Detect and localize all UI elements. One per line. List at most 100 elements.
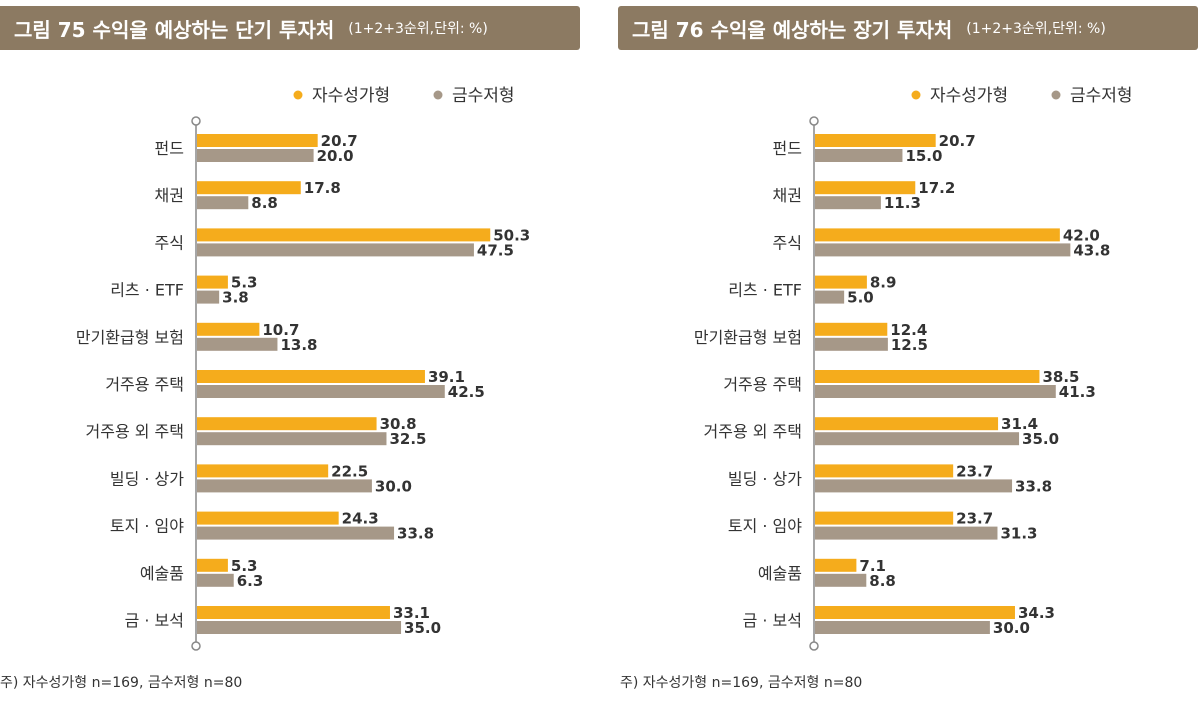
axis-end-cap: [809, 116, 819, 126]
data-label: 39.1: [428, 368, 465, 386]
data-label: 12.4: [890, 321, 927, 339]
bar: [815, 337, 888, 351]
category-label: 거주용 주택: [723, 375, 802, 394]
data-label: 20.7: [939, 132, 976, 150]
data-label: 24.3: [342, 510, 379, 528]
bar: [815, 606, 1015, 619]
data-label: 42.5: [448, 383, 485, 401]
bar: [197, 432, 387, 446]
bar: [815, 621, 990, 634]
bar: [197, 275, 228, 289]
data-label: 10.7: [262, 321, 299, 339]
data-label: 5.3: [231, 557, 258, 575]
category-label: 거주용 주택: [105, 375, 184, 394]
data-label: 33.8: [1015, 477, 1052, 495]
data-label: 42.0: [1063, 226, 1100, 244]
category-label: 리츠 · ETF: [728, 281, 802, 300]
category-label: 채권: [155, 186, 184, 205]
bar: [815, 526, 998, 540]
category-label: 리츠 · ETF: [110, 281, 184, 300]
data-label: 20.7: [321, 132, 358, 150]
legend-label: 금수저형: [452, 86, 515, 106]
bar: [197, 479, 372, 493]
bar: [197, 606, 390, 619]
category-label: 빌딩 · 상가: [110, 469, 184, 488]
legend-label: 금수저형: [1070, 86, 1133, 106]
category-label: 펀드: [773, 139, 802, 158]
data-label: 38.5: [1042, 368, 1079, 386]
category-label: 만기환급형 보험: [76, 328, 184, 347]
data-label: 5.3: [231, 274, 258, 292]
bar: [815, 228, 1060, 242]
category-label: 만기환급형 보험: [694, 328, 802, 347]
bar: [197, 573, 234, 587]
bar: [197, 181, 301, 195]
data-label: 13.8: [280, 336, 317, 354]
axis-end-cap: [191, 641, 201, 651]
data-label: 17.8: [304, 179, 341, 197]
legend-marker: [293, 90, 303, 100]
category-label: 빌딩 · 상가: [728, 469, 802, 488]
bar: [197, 526, 395, 540]
data-label: 11.3: [884, 194, 921, 212]
bar: [815, 511, 954, 525]
bar: [815, 181, 916, 195]
category-label: 거주용 외 주택: [704, 422, 803, 441]
bar: [815, 243, 1071, 257]
category-label: 예술품: [140, 564, 184, 583]
bar: [197, 385, 445, 398]
chart-panel-right: 그림 76 수익을 예상하는 장기 투자처 (1+2+3순위,단위: %) 자수…: [618, 0, 1198, 701]
data-label: 30.0: [993, 619, 1030, 637]
bar: [815, 275, 867, 289]
bar: [815, 385, 1056, 398]
bar: [197, 196, 249, 210]
data-label: 30.8: [380, 415, 417, 433]
data-label: 8.8: [251, 194, 278, 212]
bar: [197, 464, 329, 478]
axis-end-cap: [191, 116, 201, 126]
data-label: 22.5: [331, 462, 368, 480]
bar: [197, 558, 228, 572]
category-label: 채권: [773, 186, 802, 205]
category-label: 토지 · 임야: [110, 517, 184, 536]
bar: [815, 573, 867, 587]
data-label: 17.2: [918, 179, 955, 197]
category-label: 금 · 보석: [743, 611, 802, 630]
data-label: 6.3: [237, 572, 264, 590]
bar: [815, 479, 1013, 493]
data-label: 43.8: [1073, 241, 1110, 259]
data-label: 23.7: [956, 462, 993, 480]
data-label: 34.3: [1018, 604, 1055, 622]
bar: [815, 134, 936, 147]
data-label: 20.0: [317, 147, 354, 165]
bar: [197, 337, 278, 351]
bar: [197, 322, 260, 336]
chart-title: 그림 76 수익을 예상하는 장기 투자처: [632, 17, 953, 42]
bar: [815, 196, 881, 210]
data-label: 35.0: [1022, 430, 1059, 448]
bar: [197, 243, 474, 257]
data-label: 30.0: [375, 477, 412, 495]
category-label: 주식: [773, 233, 802, 252]
bar: [815, 464, 954, 478]
category-label: 금 · 보석: [125, 611, 184, 630]
bar: [815, 322, 888, 336]
bar: [197, 417, 377, 431]
data-label: 32.5: [389, 430, 426, 448]
data-label: 8.9: [870, 274, 897, 292]
data-label: 31.4: [1001, 415, 1038, 433]
bar: [815, 370, 1040, 383]
data-label: 41.3: [1059, 383, 1096, 401]
category-label: 주식: [155, 233, 184, 252]
data-label: 5.0: [847, 289, 874, 307]
bar: [815, 149, 903, 162]
bar: [197, 290, 220, 304]
data-label: 47.5: [477, 241, 514, 259]
legend-label: 자수성가형: [930, 86, 1008, 106]
category-label: 거주용 외 주택: [86, 422, 185, 441]
chart-panel-left: 그림 75 수익을 예상하는 단기 투자처 (1+2+3순위,단위: %) 자수…: [0, 0, 580, 701]
data-label: 3.8: [222, 289, 249, 307]
data-label: 15.0: [905, 147, 942, 165]
